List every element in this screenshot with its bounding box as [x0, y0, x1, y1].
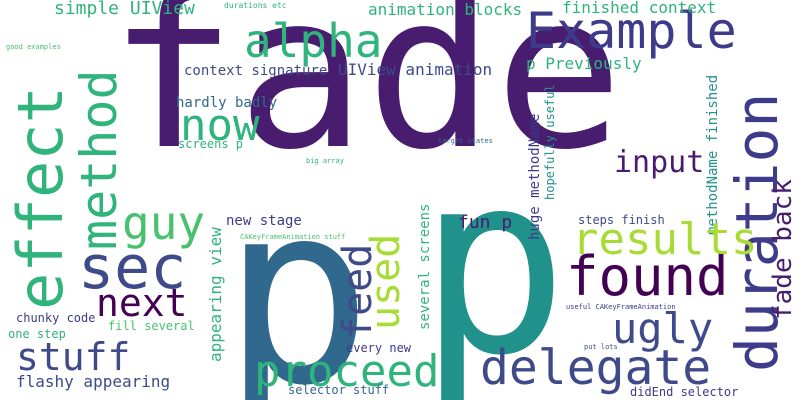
word-p-left: p [222, 149, 373, 400]
word-flashy-appearing: flashy appearing [16, 372, 171, 391]
word-p-right: p [418, 119, 569, 400]
word-uiview-animation: UIView animation [338, 60, 493, 79]
word-didend-selector: didEnd selector [630, 385, 739, 399]
word-hopefully-useful: hopefully useful [543, 84, 557, 200]
word-sec: sec [78, 233, 187, 303]
word-method: method [70, 69, 128, 250]
word-alpha: alpha [244, 14, 383, 68]
word-now: now [180, 100, 260, 151]
word-one-step: one step [8, 327, 66, 341]
word-methodname-finished: methodName finished [705, 74, 721, 235]
word-useful-cakeyframe: useful CAKeyFrameAnimation [566, 303, 676, 311]
word-chunky-code: chunky code [16, 311, 96, 325]
word-guy: guy [122, 196, 206, 250]
word-several-screens: several screens [417, 203, 433, 330]
word-good-examples: good examples [6, 43, 61, 51]
word-screens-p: screens p [178, 137, 244, 151]
word-steps-finish: steps finish [578, 213, 665, 227]
word-context-signature: context signature [184, 63, 328, 79]
word-selector-stuff: selector stuff [288, 383, 390, 397]
word-animation-blocks: animation blocks [368, 0, 523, 19]
word-effect: effect [4, 86, 77, 310]
word-fade-back: fade back [768, 179, 798, 320]
word-found: results [572, 214, 758, 265]
word-finished-context: finished context [562, 0, 717, 17]
word-proceed: proceed [254, 346, 440, 397]
word-delegate: delegate [480, 340, 712, 396]
word-new-stage: new stage [226, 213, 302, 229]
word-every-new: every new [346, 341, 412, 355]
word-stuff: stuff [16, 335, 131, 379]
word-next: next [96, 281, 188, 325]
word-durations-etc: durations etc [224, 1, 287, 10]
word-example: Example [526, 2, 737, 60]
word-p-previously: p Previously [526, 54, 642, 73]
word-target-states: target states [438, 137, 493, 145]
word-appearing-view: appearing view [206, 227, 225, 362]
word-ugly: ugly [612, 304, 714, 353]
word-put-lots: put lots [584, 343, 618, 351]
word-fun-p: fun p [458, 212, 513, 233]
word-simple-uiview: simple UIView [54, 0, 195, 19]
word-big-array: big array [306, 157, 344, 165]
word-hardly-badly: hardly badly [176, 95, 278, 111]
word-used: found [566, 245, 729, 308]
word-cakeyframe-stuff: CAKeyFrameAnimation stuff [240, 233, 346, 241]
word-huge-methodname: huge methodName [527, 113, 543, 240]
word-input: input [614, 145, 705, 180]
word-feed: feed [335, 243, 381, 340]
word-fill-several: fill several [108, 319, 195, 333]
word-fade: fade [108, 0, 624, 197]
